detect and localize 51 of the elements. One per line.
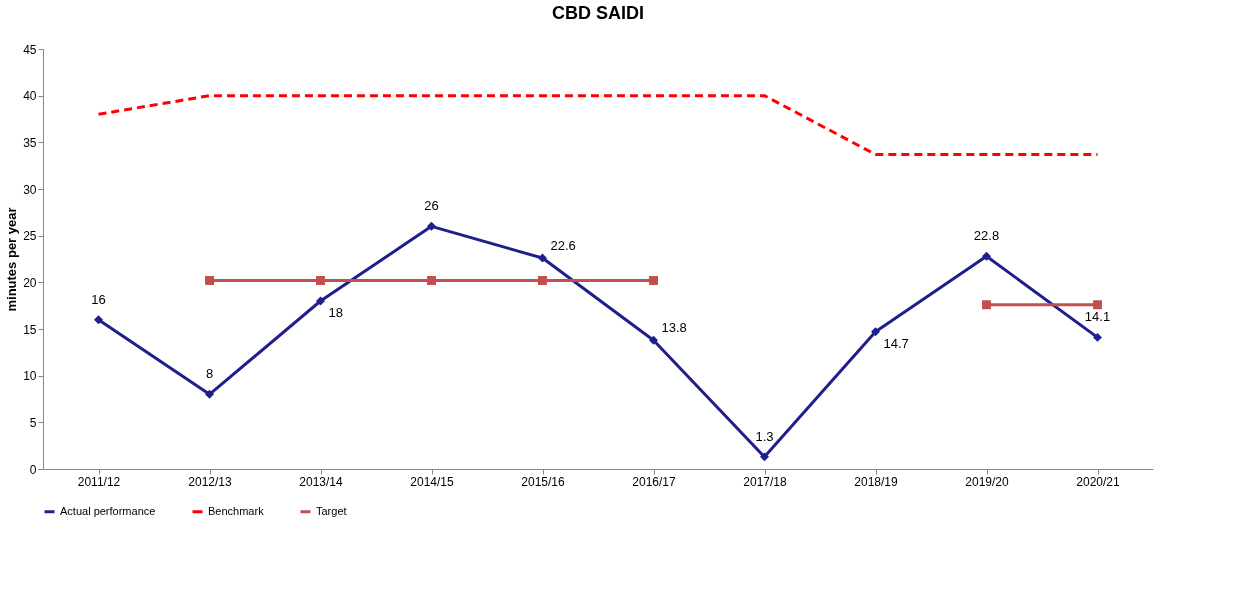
x-tick-label: 2018/19 (854, 474, 899, 489)
y-tick-label: 0 (29, 462, 37, 477)
data-label: 22.6 (550, 238, 576, 254)
y-tick-label: 5 (29, 415, 37, 430)
x-tick-label: 2015/16 (521, 474, 566, 489)
x-tick-label: 2013/14 (299, 474, 344, 489)
point (538, 253, 547, 263)
y-tick-label: 30 (23, 182, 37, 197)
y-tick-label: 25 (23, 229, 37, 244)
x-tick-label: 2016/17 (632, 474, 677, 489)
y-tick-label: 45 (23, 42, 37, 57)
point (538, 275, 547, 285)
legend-label: Benchmark (208, 504, 265, 517)
x-tick-label: 2020/21 (1076, 474, 1121, 489)
chart-title: CBD SAIDI (551, 3, 645, 23)
x-tick-label: 2017/18 (743, 474, 788, 489)
point (205, 389, 214, 399)
data-label: 14.7 (883, 335, 909, 351)
legend-label: Actual performance (60, 504, 156, 517)
point (1093, 332, 1102, 342)
data-label: 8 (205, 366, 214, 382)
x-tick-label: 2019/20 (965, 474, 1010, 489)
data-label: 13.8 (661, 320, 687, 336)
data-label: 22.8 (973, 228, 1000, 244)
y-axis-title: minutes per year (4, 207, 20, 312)
point (760, 452, 769, 462)
legend-label: Target (316, 504, 347, 517)
data-label: 18 (328, 305, 343, 320)
data-label: 16 (91, 291, 106, 307)
point (316, 275, 325, 285)
point (649, 335, 658, 345)
y-tick-label: 10 (23, 369, 37, 384)
data-label: 1.3 (755, 428, 774, 444)
x-tick-label: 2011/12 (77, 474, 121, 489)
point (427, 275, 436, 285)
point (1093, 300, 1102, 310)
x-tick-label: 2012/13 (188, 474, 233, 489)
y-tick-label: 20 (23, 275, 37, 290)
data-label: 26 (424, 198, 439, 214)
point (94, 315, 103, 325)
point (205, 275, 214, 285)
point (427, 221, 436, 231)
y-tick-label: 15 (23, 322, 37, 337)
data-label: 14.1 (1084, 309, 1111, 325)
point (982, 300, 991, 310)
point (649, 275, 658, 285)
point (982, 251, 991, 261)
point (871, 327, 880, 337)
y-tick-label: 40 (23, 89, 37, 104)
x-tick-label: 2014/15 (410, 474, 455, 489)
y-tick-label: 35 (23, 135, 37, 150)
